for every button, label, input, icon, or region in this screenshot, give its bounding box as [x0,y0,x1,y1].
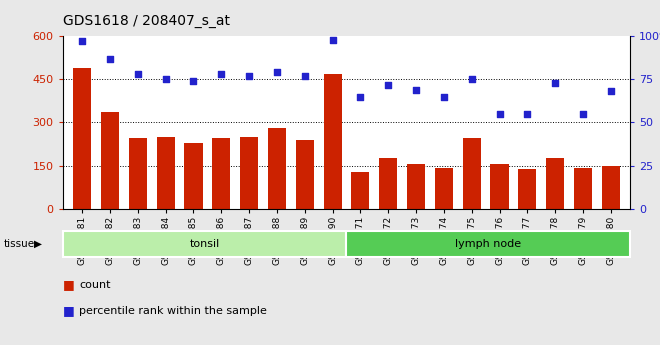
Point [272,70,282,75]
Text: ■: ■ [63,304,75,317]
Bar [546,158,564,209]
Point [494,111,505,117]
Bar [518,169,537,209]
Text: lymph node: lymph node [455,239,521,249]
Bar [346,231,630,257]
Point [160,77,171,82]
Text: tissue: tissue [3,239,34,249]
Point [439,94,449,99]
Bar [574,168,592,209]
Point [133,71,143,77]
Point [467,77,477,82]
Point [522,111,533,117]
Bar [268,128,286,209]
Point [327,37,338,42]
Bar [101,112,119,209]
Point [216,71,226,77]
Bar [435,168,453,209]
Text: GDS1618 / 208407_s_at: GDS1618 / 208407_s_at [63,14,230,28]
Point [77,39,88,44]
Bar [73,68,91,209]
Point [244,73,254,79]
Point [105,56,115,61]
Point [578,111,588,117]
Bar [602,166,620,209]
Point [383,82,393,87]
Bar [407,164,425,209]
Point [188,78,199,84]
Point [605,89,616,94]
Bar [184,142,203,209]
Bar [296,140,314,209]
Bar [156,137,175,209]
Bar [379,158,397,209]
Point [550,80,560,86]
Point [355,94,366,99]
Text: percentile rank within the sample: percentile rank within the sample [79,306,267,315]
Bar [490,164,509,209]
Bar [323,73,342,209]
Point [411,87,421,92]
Text: count: count [79,280,111,289]
Bar [129,138,147,209]
Text: ▶: ▶ [34,239,42,249]
Bar [213,138,230,209]
Bar [63,231,346,257]
Text: ■: ■ [63,278,75,291]
Point [300,73,310,79]
Bar [240,137,258,209]
Bar [463,138,480,209]
Text: tonsil: tonsil [189,239,220,249]
Bar [351,172,370,209]
